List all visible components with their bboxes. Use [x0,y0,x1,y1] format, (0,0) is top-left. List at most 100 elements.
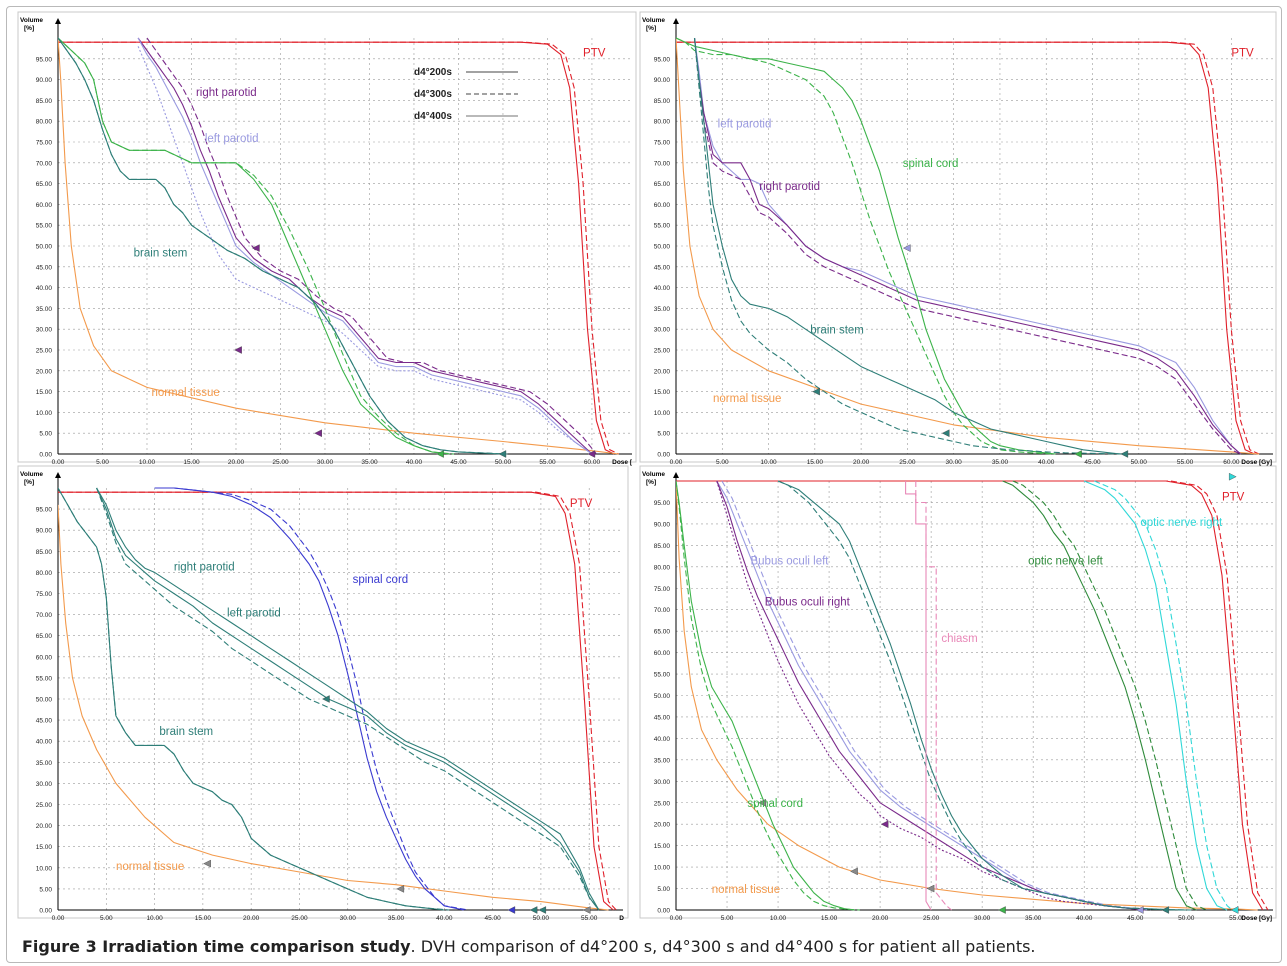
y-tick-label: 80.00 [36,119,53,126]
y-tick-label: 95.00 [36,507,53,514]
structure-label: right parotid [174,561,235,573]
y-tick-label: 85.00 [36,98,53,105]
y-tick-label: 50.00 [36,244,53,251]
structure-label: spinal cord [903,158,959,170]
y-tick-label: 0.00 [657,452,670,459]
y-tick-label: 35.00 [654,306,671,313]
dose-marker [1120,450,1129,458]
y-tick-label: 75.00 [36,140,53,147]
dose-marker [902,244,911,252]
y-tick-label: 55.00 [36,223,53,230]
x-tick-label: 25.00 [899,459,916,466]
x-axis-label: D [619,915,624,922]
structure-label: left parotid [718,118,772,130]
y-tick-label: 30.00 [36,781,53,788]
caption-title: Figure 3 Irradiation time comparison stu… [22,937,411,956]
dvh-line-ptv [676,480,1269,911]
y-tick-label: 5.00 [657,886,670,893]
x-tick-label: 20.00 [853,459,870,466]
y-axis-unit: [%] [24,25,34,32]
dvh-line-ptv [58,491,617,911]
y-tick-label: 10.00 [36,410,53,417]
x-tick-label: 50.00 [495,459,512,466]
structure-label: optic nerve left [1028,556,1104,568]
dvh-line-optic-nerve-right [1083,480,1228,911]
dvh-line-right-parotid [693,37,1241,455]
y-tick-label: 5.00 [657,431,670,438]
y-tick-label: 50.00 [654,244,671,251]
dvh-line-bubus-oculi-left [721,480,1151,911]
x-axis-label: Dose [Gy] [1241,459,1272,466]
y-tick-label: 35.00 [36,760,53,767]
figure-caption: Figure 3 Irradiation time comparison stu… [22,937,1036,956]
x-tick-label: 0.00 [670,915,683,922]
dvh-line-chiasm [905,481,932,911]
y-tick-label: 90.00 [36,528,53,535]
dvh-line-left-parotid [137,46,593,455]
dvh-line-left-parotid [693,37,1241,455]
dvh-line-right-parotid [137,37,593,455]
x-tick-label: 20.00 [872,915,889,922]
y-tick-label: 10.00 [36,865,53,872]
y-tick-label: 65.00 [654,629,671,636]
dose-marker [234,346,242,354]
x-tick-label: 15.00 [821,915,838,922]
x-tick-label: 15.00 [807,459,824,466]
dvh-figure: 0.00 5.00 10.00 15.00 20.00 25.00 30.00 35.00 40… [17,11,1277,922]
y-tick-label: 0.00 [39,908,52,915]
x-tick-label: 55.00 [1177,459,1194,466]
structure-label: normal tissue [713,393,781,405]
legend-label: d4°200s [414,67,452,78]
y-tick-label: 15.00 [654,389,671,396]
structure-label: spinal cord [747,798,803,810]
y-tick-label: 5.00 [39,431,52,438]
y-axis-unit: [%] [646,479,656,486]
x-tick-label: 45.00 [450,459,467,466]
dvh-line-brain-stem [777,480,1192,911]
x-tick-label: 45.00 [484,915,501,922]
x-tick-label: 5.00 [96,459,109,466]
dvh-line-optic-nerve-right [1094,480,1233,911]
structure-label: spinal cord [353,574,409,586]
y-axis-arrow [55,472,61,478]
dose-marker [941,429,950,438]
dvh-panel-top-left: 0.00 5.00 10.00 15.00 20.00 25.00 30.00 35.00 40… [17,11,637,466]
x-tick-label: 30.00 [946,459,963,466]
y-tick-label: 35.00 [654,757,671,764]
y-tick-label: 20.00 [654,822,671,829]
structure-label: Bubus oculi left [750,556,829,568]
dvh-line-ptv [58,41,619,455]
x-tick-label: 0.00 [52,459,65,466]
x-tick-label: 30.00 [974,915,991,922]
dose-marker [582,906,591,914]
y-axis-unit: [%] [646,25,656,32]
x-tick-label: 35.00 [992,459,1009,466]
structure-label: normal tissue [712,884,780,896]
y-tick-label: 45.00 [36,718,53,725]
x-tick-label: 5.00 [721,915,734,922]
x-tick-label: 15.00 [183,459,200,466]
dose-marker [926,884,935,893]
structure-label: right parotid [196,87,257,99]
y-tick-label: 40.00 [654,285,671,292]
x-tick-label: 45.00 [1127,915,1144,922]
y-tick-label: 90.00 [654,521,671,528]
x-tick-label: 0.00 [52,915,65,922]
y-tick-label: 30.00 [654,327,671,334]
structure-label: left parotid [205,133,259,145]
y-tick-label: 85.00 [654,543,671,550]
structure-label: brain stem [810,324,864,336]
y-tick-label: 65.00 [36,181,53,188]
x-tick-label: 20.00 [243,915,260,922]
x-tick-label: 60.00 [584,459,601,466]
y-tick-label: 80.00 [654,119,671,126]
dvh-panel-bottom-right: 0.00 5.00 10.00 15.00 20.00 25.00 30.00 35.00 40… [639,465,1277,922]
dvh-line-chiasm [915,481,952,911]
y-tick-label: 15.00 [36,389,53,396]
y-axis-label: Volume [642,17,665,24]
caption-text: . DVH comparison of d4°200 s, d4°300 s a… [410,937,1036,956]
dose-marker [252,244,260,252]
y-tick-label: 45.00 [654,714,671,721]
y-tick-label: 80.00 [36,570,53,577]
y-axis-arrow [673,472,679,478]
